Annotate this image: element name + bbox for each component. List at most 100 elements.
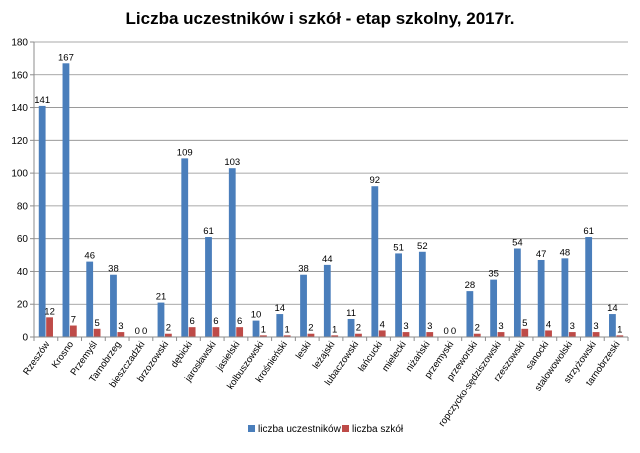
data-label: 167 (58, 52, 74, 63)
data-label: 52 (417, 241, 428, 252)
bar-szkoly (69, 325, 77, 337)
data-label: 21 (156, 292, 167, 303)
data-label: 28 (465, 280, 476, 291)
y-tick-label: 0 (22, 333, 28, 344)
data-label: 48 (560, 247, 571, 258)
data-label: 2 (475, 323, 480, 334)
data-label: 103 (224, 157, 240, 168)
legend-label: liczba uczestników (258, 424, 342, 435)
bar-szkoly (260, 335, 267, 337)
data-label: 6 (237, 316, 242, 327)
data-label: 46 (84, 251, 95, 262)
bar-uczestnicy (537, 259, 545, 337)
data-label: 12 (44, 306, 55, 317)
data-label: 4 (546, 319, 551, 330)
bar-szkoly (568, 332, 576, 337)
data-label: 3 (118, 321, 123, 332)
y-tick-label: 60 (17, 234, 29, 245)
bar-uczestnicy (418, 251, 426, 337)
bar-szkoly (93, 328, 101, 337)
bar-szkoly (497, 332, 505, 337)
bar-szkoly (616, 335, 624, 337)
data-label: 0 (451, 326, 456, 337)
data-label: 0 (443, 326, 448, 337)
bar-szkoly (236, 327, 244, 337)
bar-szkoly (307, 333, 315, 337)
x-tick-label: Rzeszów (21, 339, 52, 377)
data-label: 7 (71, 315, 76, 326)
bar-szkoly (164, 333, 172, 337)
data-label: 109 (177, 147, 193, 158)
bar-uczestnicy (490, 279, 498, 337)
legend-swatch (248, 425, 255, 432)
data-label: 1 (285, 324, 290, 335)
bar-uczestnicy (86, 261, 94, 337)
x-axis: RzeszówKrosnoPrzemyślTarnobrzegbieszczad… (21, 336, 629, 429)
data-label: 1 (617, 324, 622, 335)
data-label: 3 (593, 321, 598, 332)
data-label: 54 (512, 238, 523, 249)
y-tick-label: 180 (11, 38, 28, 49)
y-tick-label: 80 (17, 201, 29, 212)
y-tick-label: 140 (11, 103, 28, 114)
data-label: 51 (393, 242, 404, 253)
legend-label: liczba szkół (352, 424, 404, 435)
bar-uczestnicy (205, 237, 212, 337)
data-label: 38 (298, 264, 309, 275)
y-tick-label: 120 (11, 136, 28, 147)
bar-uczestnicy (395, 253, 402, 337)
data-label: 61 (583, 226, 594, 237)
data-label: 0 (135, 326, 140, 337)
bar-szkoly (46, 317, 53, 337)
bar-uczestnicy (561, 258, 569, 337)
chart-title: Liczba uczestników i szkół - etap szkoln… (126, 9, 515, 28)
data-label: 5 (94, 318, 99, 329)
data-label: 47 (536, 249, 547, 260)
data-label: 61 (203, 226, 214, 237)
data-label: 6 (213, 316, 218, 327)
bar-szkoly (378, 330, 386, 337)
bar-szkoly (188, 327, 196, 337)
data-label: 3 (403, 321, 408, 332)
bar-uczestnicy (323, 264, 331, 337)
bar-uczestnicy (252, 320, 260, 337)
bar-szkoly (426, 332, 434, 337)
data-label: 1 (261, 324, 266, 335)
bar-szkoly (473, 333, 481, 337)
data-label: 2 (356, 323, 361, 334)
data-label: 3 (570, 321, 575, 332)
data-label: 6 (189, 316, 194, 327)
data-label: 14 (274, 303, 285, 314)
bar-szkoly (117, 332, 125, 337)
data-label: 1 (332, 324, 337, 335)
bar-szkoly (212, 327, 220, 337)
bar-uczestnicy (585, 237, 593, 337)
legend-swatch (342, 425, 349, 432)
data-label: 5 (522, 318, 527, 329)
data-label: 3 (498, 321, 503, 332)
bar-uczestnicy (157, 302, 165, 337)
bar-szkoly (402, 332, 410, 337)
bar-uczestnicy (181, 158, 189, 337)
bar-uczestnicy (609, 314, 616, 337)
legend: liczba uczestników liczba szkół (248, 424, 404, 435)
y-tick-label: 20 (17, 300, 29, 311)
data-label: 35 (488, 269, 499, 280)
y-tick-label: 100 (11, 169, 28, 180)
y-tick-label: 40 (17, 267, 29, 278)
y-tick-label: 160 (11, 70, 28, 81)
data-label: 10 (251, 310, 262, 321)
bar-uczestnicy (300, 274, 307, 337)
bar-uczestnicy (371, 186, 379, 337)
data-label: 44 (322, 254, 333, 265)
data-label: 14 (607, 303, 618, 314)
data-label: 92 (370, 175, 381, 186)
bar-szkoly (331, 335, 339, 337)
bar-szkoly (521, 328, 529, 337)
bar-uczestnicy (466, 291, 474, 337)
data-label: 11 (346, 308, 356, 319)
data-label: 2 (166, 323, 171, 334)
